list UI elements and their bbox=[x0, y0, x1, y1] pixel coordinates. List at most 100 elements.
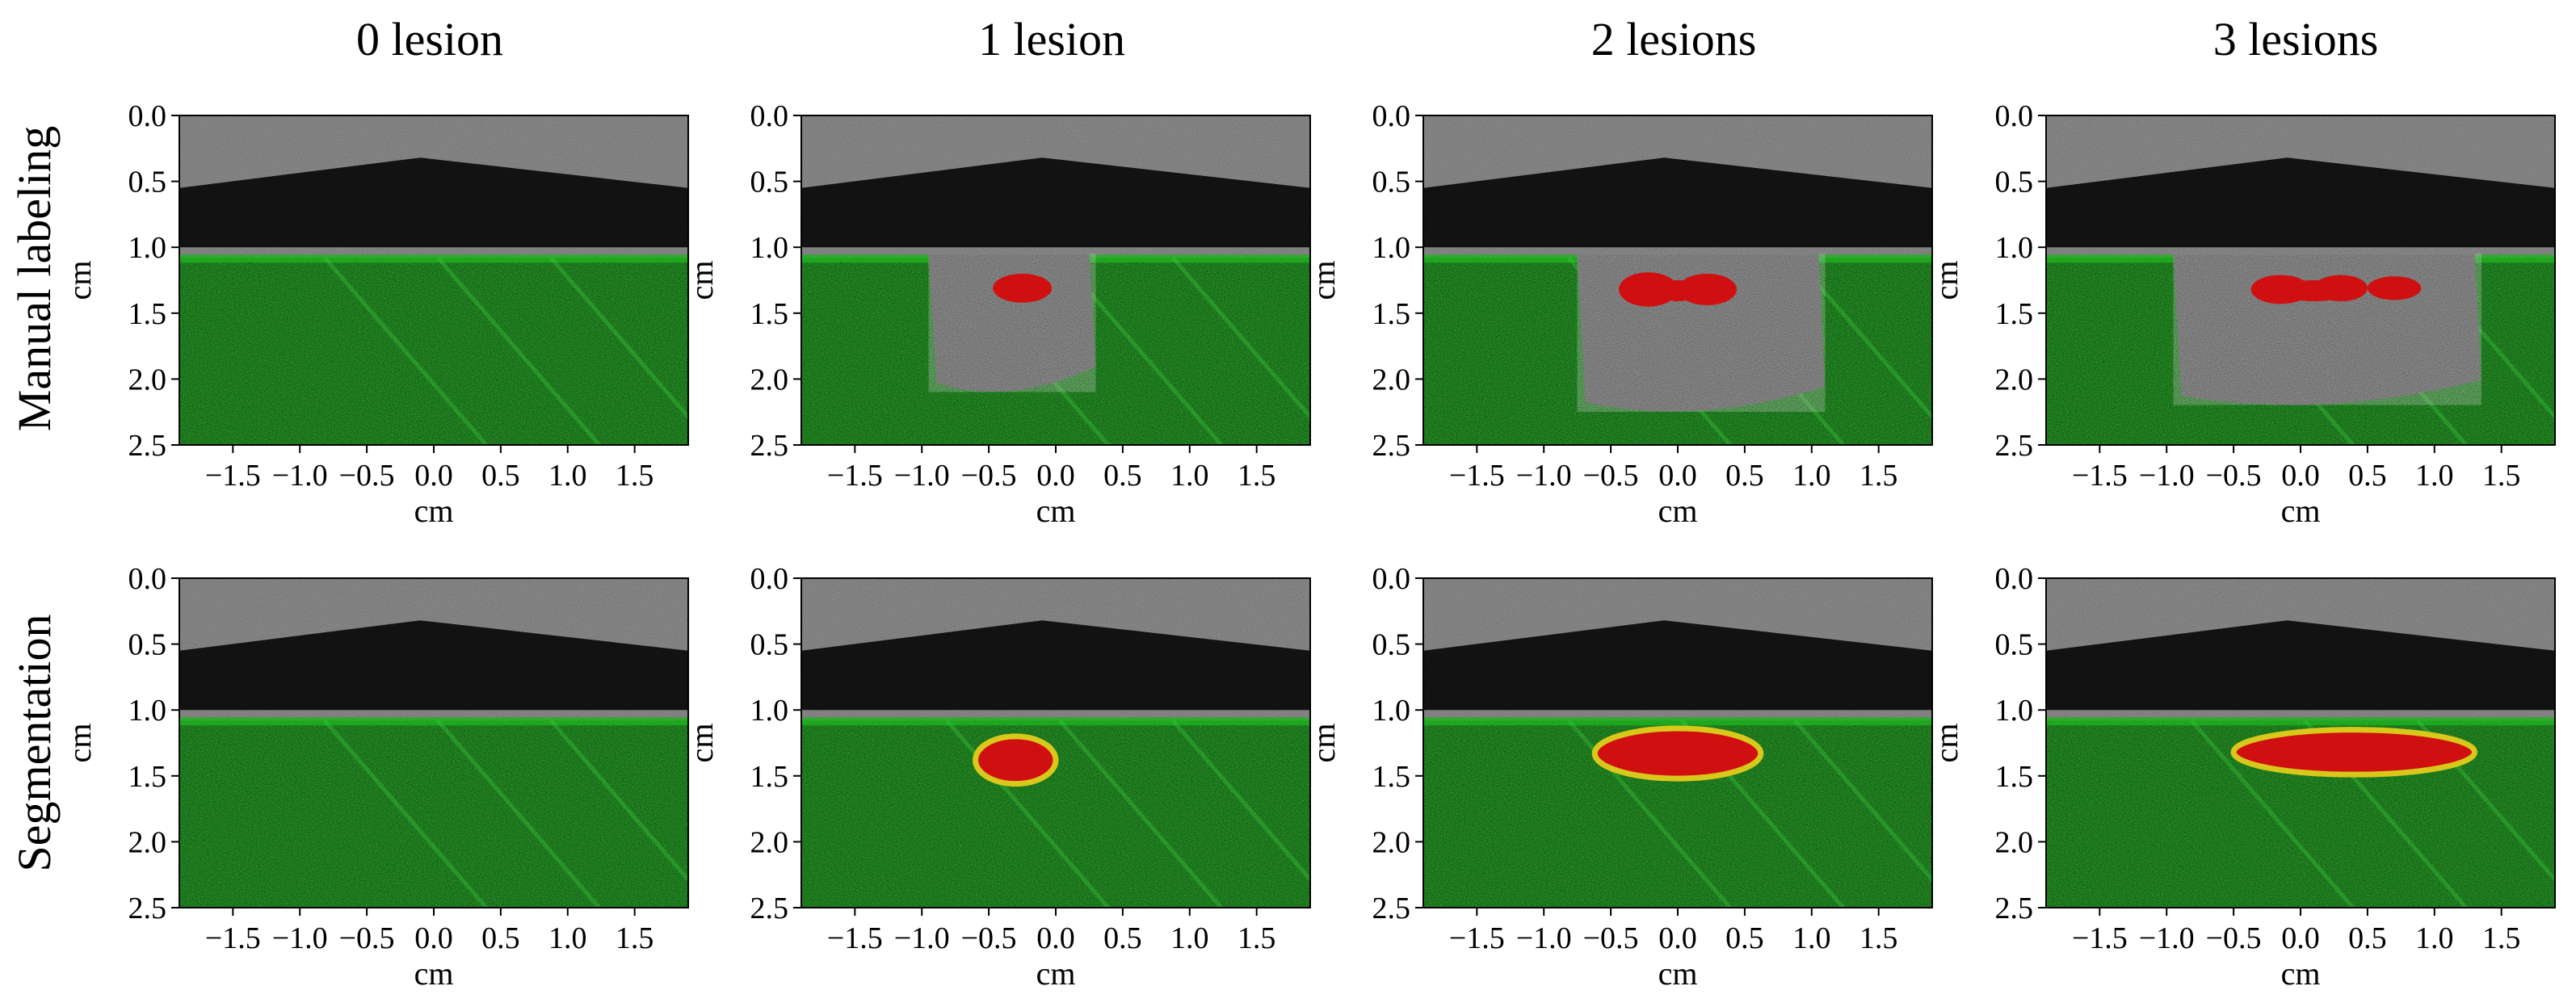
x-tick-label: 0.5 bbox=[1103, 459, 1142, 493]
y-tick-label: 0.0 bbox=[1372, 99, 1411, 133]
x-tick-label: −0.5 bbox=[1583, 921, 1639, 955]
panel-image-r0-c0 bbox=[179, 115, 688, 445]
y-tick-label: 2.5 bbox=[1372, 429, 1411, 463]
x-tick-label: 0.5 bbox=[2348, 459, 2387, 493]
panel-grid: −1.5 −1.0 −0.5 0.0 0.5 1.0 1.5 0.0 0.5 1.0 1.5 2.0 2… bbox=[61, 99, 2556, 992]
y-tick-label: 1.0 bbox=[1995, 231, 2034, 265]
lesion-mask bbox=[2280, 280, 2348, 302]
y-axis-label: cm bbox=[683, 724, 720, 763]
column-title-2: 2 lesions bbox=[1591, 13, 1757, 65]
y-tick-label: 2.0 bbox=[128, 825, 167, 859]
x-tick-label: 1.5 bbox=[1238, 921, 1276, 955]
y-tick-label: 1.0 bbox=[1372, 231, 1411, 265]
x-tick-label: 1.5 bbox=[1860, 921, 1898, 955]
x-tick-label: 1.5 bbox=[1238, 459, 1276, 493]
y-axis-label: cm bbox=[1305, 261, 1342, 300]
y-tick-label: 2.0 bbox=[750, 825, 789, 859]
column-title-0: 0 lesion bbox=[356, 13, 503, 65]
x-tick-label: 0.0 bbox=[2281, 921, 2320, 955]
y-tick-label: 2.0 bbox=[750, 363, 789, 397]
x-tick-label: −0.5 bbox=[961, 921, 1017, 955]
tissue-mask bbox=[179, 717, 688, 908]
panel-r0-c1: −1.5 −1.0 −0.5 0.0 0.5 1.0 1.5 0.0 0.5 1.0 1.5 2.0 2… bbox=[683, 99, 1311, 529]
cavity-region bbox=[179, 157, 688, 248]
y-tick-label: 0.0 bbox=[1995, 562, 2034, 596]
panel-r1-c2: −1.5 −1.0 −0.5 0.0 0.5 1.0 1.5 0.0 0.5 1.0 1.5 2.0 2… bbox=[1305, 562, 1933, 992]
panel-r1-c1: −1.5 −1.0 −0.5 0.0 0.5 1.0 1.5 0.0 0.5 1.0 1.5 2.0 2… bbox=[683, 562, 1311, 992]
panel-image-r0-c2 bbox=[1423, 115, 1932, 445]
panel-r0-c2: −1.5 −1.0 −0.5 0.0 0.5 1.0 1.5 0.0 0.5 1.0 1.5 2.0 2… bbox=[1305, 99, 1933, 529]
x-axis-label: cm bbox=[414, 955, 454, 992]
panel-image-r0-c1 bbox=[801, 115, 1310, 445]
row-label-0: Manual labeling bbox=[8, 126, 61, 432]
y-tick-label: 1.5 bbox=[1372, 297, 1411, 331]
y-tick-label: 0.5 bbox=[750, 628, 789, 662]
panel-r1-c0: −1.5 −1.0 −0.5 0.0 0.5 1.0 1.5 0.0 0.5 1.0 1.5 2.0 2… bbox=[61, 562, 689, 992]
x-tick-label: 0.0 bbox=[1036, 459, 1075, 493]
y-tick-label: 1.5 bbox=[750, 297, 789, 331]
x-tick-label: 1.5 bbox=[1860, 459, 1898, 493]
cavity-region bbox=[801, 620, 1310, 711]
column-title-3: 3 lesions bbox=[2213, 13, 2379, 65]
x-tick-label: 0.5 bbox=[481, 459, 520, 493]
x-tick-label: 1.5 bbox=[616, 459, 654, 493]
tissue-mask bbox=[1423, 717, 1932, 908]
x-tick-label: −1.0 bbox=[1516, 921, 1572, 955]
x-tick-label: 1.0 bbox=[1792, 459, 1831, 493]
x-axis-label: cm bbox=[1658, 493, 1698, 529]
x-tick-label: −0.5 bbox=[339, 459, 395, 493]
x-tick-label: 0.5 bbox=[481, 921, 520, 955]
y-tick-label: 0.5 bbox=[1372, 628, 1411, 662]
x-tick-label: −1.0 bbox=[272, 921, 328, 955]
y-axis-label: cm bbox=[1928, 724, 1965, 763]
y-tick-label: 2.5 bbox=[1995, 892, 2034, 925]
x-tick-label: −1.5 bbox=[205, 921, 261, 955]
x-tick-label: 0.0 bbox=[2281, 459, 2320, 493]
row-label-1: Segmentation bbox=[8, 615, 61, 872]
x-tick-label: −0.5 bbox=[1583, 459, 1639, 493]
lesion-mask bbox=[1658, 280, 1698, 302]
x-tick-label: −1.0 bbox=[272, 459, 328, 493]
x-tick-label: −1.5 bbox=[827, 459, 883, 493]
x-tick-label: 1.0 bbox=[2415, 921, 2454, 955]
panel-r0-c3: −1.5 −1.0 −0.5 0.0 0.5 1.0 1.5 0.0 0.5 1.0 1.5 2.0 2… bbox=[1928, 99, 2556, 529]
y-tick-label: 1.5 bbox=[1995, 760, 2034, 794]
x-tick-label: −1.0 bbox=[2139, 921, 2195, 955]
x-tick-label: −1.0 bbox=[2139, 459, 2195, 493]
x-tick-label: 1.0 bbox=[1170, 921, 1209, 955]
y-axis-label: cm bbox=[61, 261, 98, 300]
x-tick-label: 0.0 bbox=[414, 459, 453, 493]
x-tick-label: 1.0 bbox=[1170, 459, 1209, 493]
y-tick-label: 1.5 bbox=[128, 297, 167, 331]
x-tick-label: 0.5 bbox=[2348, 921, 2387, 955]
y-tick-label: 2.5 bbox=[128, 429, 167, 463]
cavity-region bbox=[2046, 620, 2555, 711]
panel-image-r1-c1 bbox=[801, 578, 1310, 908]
x-tick-label: −0.5 bbox=[2206, 459, 2262, 493]
y-tick-label: 0.0 bbox=[750, 99, 789, 133]
y-axis-label: cm bbox=[61, 724, 98, 763]
tissue-mask bbox=[179, 254, 688, 445]
segmentation-contour bbox=[1591, 725, 1764, 782]
x-tick-label: −0.5 bbox=[961, 459, 1017, 493]
y-tick-label: 2.0 bbox=[1372, 825, 1411, 859]
y-tick-label: 2.0 bbox=[128, 363, 167, 397]
y-tick-label: 2.5 bbox=[1372, 892, 1411, 925]
x-tick-label: −0.5 bbox=[2206, 921, 2262, 955]
x-tick-label: 0.0 bbox=[1036, 921, 1075, 955]
y-tick-label: 0.5 bbox=[750, 166, 789, 199]
x-tick-label: 0.5 bbox=[1725, 459, 1764, 493]
x-tick-label: 0.0 bbox=[1658, 459, 1697, 493]
panel-image-r0-c3 bbox=[2046, 115, 2555, 445]
y-tick-label: 2.0 bbox=[1372, 363, 1411, 397]
y-tick-label: 1.5 bbox=[128, 760, 167, 794]
y-tick-label: 2.0 bbox=[1995, 825, 2034, 859]
lesion-mask bbox=[993, 273, 1053, 303]
y-tick-label: 0.5 bbox=[1372, 166, 1411, 199]
y-tick-label: 1.5 bbox=[750, 760, 789, 794]
x-axis-label: cm bbox=[2281, 955, 2321, 992]
y-tick-label: 1.0 bbox=[750, 694, 789, 728]
x-tick-label: −1.5 bbox=[205, 459, 261, 493]
segmentation-contour bbox=[2230, 727, 2478, 778]
